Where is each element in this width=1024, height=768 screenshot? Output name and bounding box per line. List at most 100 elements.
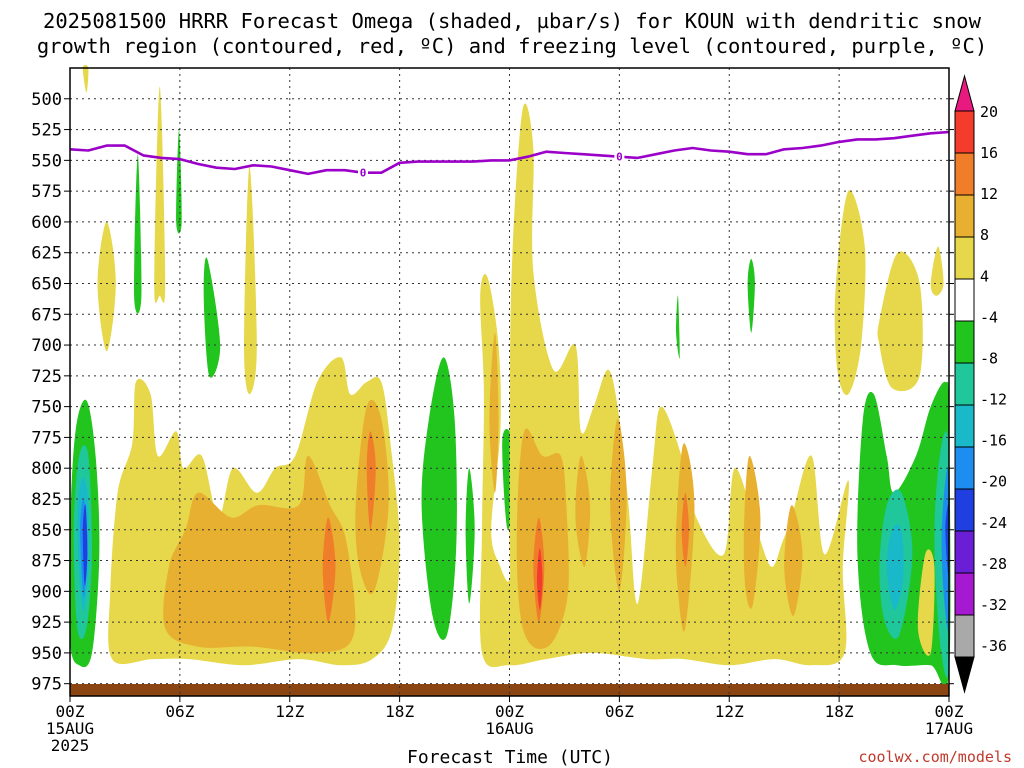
y-tick-label: 575 <box>31 182 62 202</box>
colorbar-segment <box>954 320 975 364</box>
colorbar-segment <box>954 614 975 658</box>
omega-region <box>681 492 689 567</box>
colorbar-segment <box>954 362 975 406</box>
omega-region <box>244 166 257 395</box>
omega-region <box>575 455 591 567</box>
omega-region <box>610 418 627 592</box>
omega-region <box>877 251 923 392</box>
colorbar-label: -20 <box>980 473 1007 491</box>
colorbar-label: -12 <box>980 391 1007 409</box>
credit-text: coolwx.com/models <box>858 748 1012 766</box>
x-tick-label: 12Z <box>275 702 304 721</box>
y-tick-label: 625 <box>31 244 62 264</box>
x-axis-label: Forecast Time (UTC) <box>407 747 613 768</box>
x-tick-label: 00Z <box>495 702 524 721</box>
colorbar-segment <box>954 278 975 322</box>
colorbar-label: -16 <box>980 432 1007 450</box>
colorbar-label: 20 <box>980 103 998 121</box>
freezing-level-label: 0 <box>360 167 367 180</box>
y-tick-label: 750 <box>31 398 62 418</box>
chart-title-line1: 2025081500 HRRR Forecast Omega (shaded, … <box>43 9 982 33</box>
y-tick-label: 600 <box>31 213 62 233</box>
colorbar-segment <box>954 488 975 532</box>
colorbar-segment <box>954 152 975 196</box>
y-tick-label: 725 <box>31 367 62 387</box>
freezing-level: 00 <box>69 130 950 180</box>
omega-region <box>784 505 803 617</box>
omega-region <box>134 154 142 314</box>
omega-region <box>163 455 356 654</box>
colorbar-segment <box>954 404 975 448</box>
freezing-level-label: 0 <box>616 151 623 164</box>
colorbar-segment <box>954 236 975 280</box>
omega-region <box>489 332 499 493</box>
omega-region <box>886 524 904 610</box>
colorbar-label: -4 <box>980 308 998 326</box>
x-tick-label: 15AUG <box>46 719 94 738</box>
x-tick-label: 00Z <box>56 702 85 721</box>
x-tick-label: 00Z <box>935 702 964 721</box>
grid-lines <box>70 68 949 696</box>
omega-region <box>154 86 166 303</box>
colorbar-segment <box>954 446 975 490</box>
y-tick-label: 800 <box>31 459 62 479</box>
omega-region <box>676 295 680 359</box>
y-tick-label: 650 <box>31 274 62 294</box>
colorbar-top-triangle <box>954 74 975 112</box>
x-tick-label: 18Z <box>825 702 854 721</box>
colorbar-label: 12 <box>980 185 998 203</box>
y-tick-label: 950 <box>31 644 62 664</box>
y-tick-label: 700 <box>31 336 62 356</box>
y-tick-label: 875 <box>31 552 62 572</box>
colorbar-bottom-triangle <box>954 656 975 694</box>
y-tick-label: 550 <box>31 151 62 171</box>
y-tick-label: 775 <box>31 428 62 448</box>
colorbar-label: -8 <box>980 349 998 367</box>
x-tick-label: 18Z <box>385 702 414 721</box>
freezing-label-bg <box>614 149 625 164</box>
x-tick-label: 17AUG <box>925 719 973 738</box>
colorbar-label: -32 <box>980 596 1007 614</box>
omega-region <box>537 548 543 610</box>
omega-region <box>917 549 935 656</box>
colorbar-segment <box>954 530 975 574</box>
y-tick-label: 675 <box>31 305 62 325</box>
omega-region <box>743 455 761 609</box>
colorbar-segment <box>954 194 975 238</box>
colorbar-label: 4 <box>980 267 989 285</box>
x-tick-label: 16AUG <box>485 719 533 738</box>
colorbar-label: 8 <box>980 226 989 244</box>
y-tick-label: 850 <box>31 521 62 541</box>
y-tick-label: 925 <box>31 613 62 633</box>
y-tick-label: 825 <box>31 490 62 510</box>
y-tick-label: 500 <box>31 90 62 110</box>
colorbar-label: 16 <box>980 144 998 162</box>
omega-region <box>82 504 88 586</box>
omega-region <box>82 64 89 93</box>
omega-region <box>322 517 336 623</box>
x-tick-label: 2025 <box>51 736 90 755</box>
y-axis-ticks: 500 525 550 575 600 625 650 675 700 725 750 775 800 8… <box>31 90 954 695</box>
omega-region <box>366 431 376 530</box>
omega-region <box>516 428 569 650</box>
x-tick-label: 06Z <box>165 702 194 721</box>
chart-title-line2: growth region (contoured, red, ºC) and f… <box>37 34 987 58</box>
colorbar-label: -28 <box>980 555 1007 573</box>
x-tick-label: 12Z <box>715 702 744 721</box>
plot-area: 00 <box>69 64 951 697</box>
y-tick-label: 525 <box>31 121 62 141</box>
omega-region <box>834 190 866 396</box>
x-tick-label: 06Z <box>605 702 634 721</box>
omega-region <box>97 221 116 352</box>
y-tick-label: 900 <box>31 582 62 602</box>
colorbar-segment <box>954 572 975 616</box>
omega-region <box>421 357 457 640</box>
colorbar-label: -36 <box>980 637 1007 655</box>
omega-shaded-regions <box>69 64 951 689</box>
y-tick-label: 975 <box>31 675 62 695</box>
omega-region <box>479 103 849 668</box>
colorbar-segment <box>954 110 975 154</box>
ground-strip <box>70 684 949 696</box>
